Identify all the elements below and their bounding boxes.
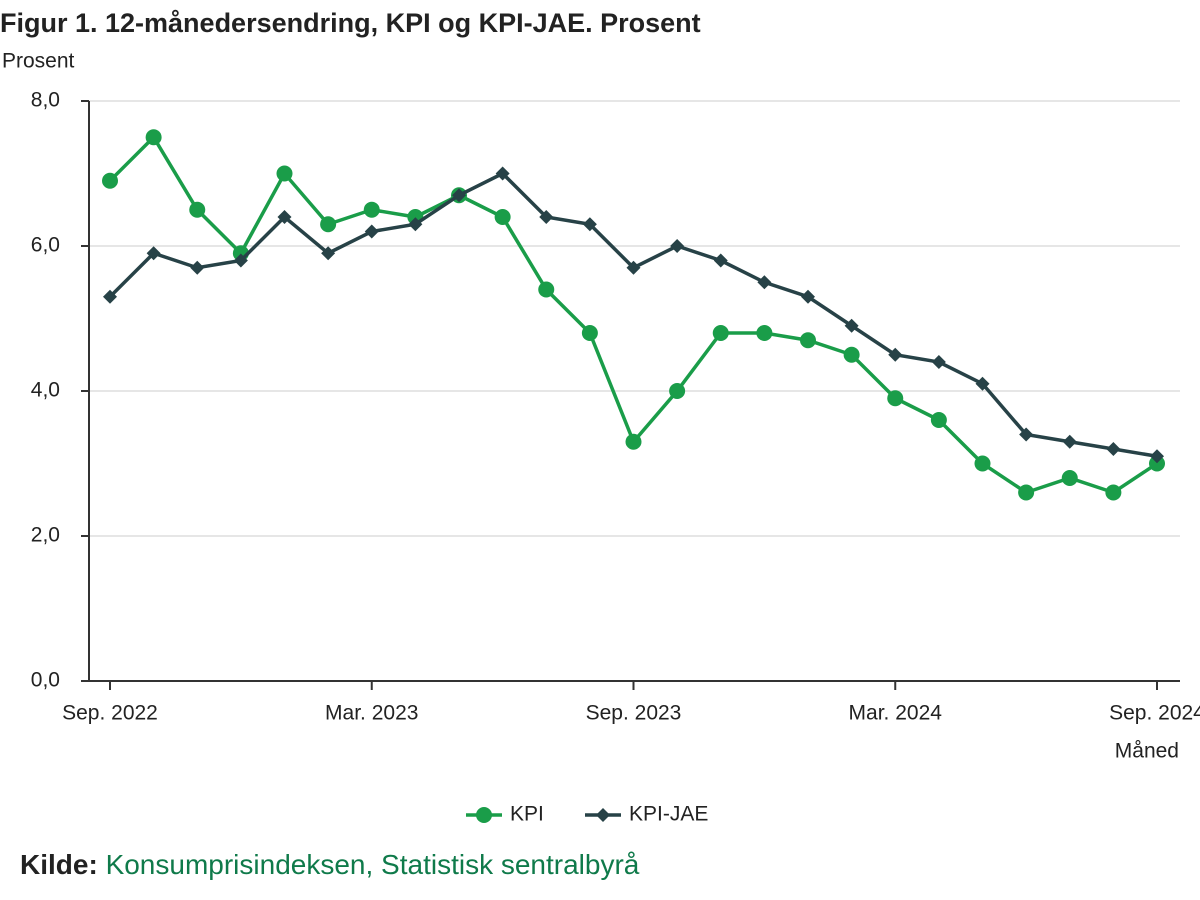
point [1149, 455, 1165, 472]
x-axis-label: Måned [1115, 740, 1179, 763]
point [582, 217, 597, 232]
point [887, 390, 904, 407]
y-tick-label: 6,0 [31, 234, 60, 257]
y-axis-label: Prosent [2, 50, 75, 73]
y-tick-label: 0,0 [31, 669, 60, 692]
point [277, 210, 292, 224]
x-tick-label: Mar. 2024 [849, 702, 943, 725]
point [408, 217, 423, 232]
point [1062, 434, 1077, 449]
point [495, 166, 510, 181]
point [669, 383, 686, 399]
source-label: Kilde: [20, 849, 98, 880]
point [974, 455, 991, 472]
point [190, 260, 205, 275]
point [844, 318, 859, 333]
point [888, 347, 903, 362]
point [189, 201, 206, 218]
point [145, 129, 162, 146]
point [320, 216, 337, 233]
point [1106, 442, 1121, 456]
point [363, 201, 380, 218]
point [1061, 470, 1078, 486]
point [146, 246, 161, 261]
point [321, 246, 336, 261]
point [931, 355, 946, 369]
point [596, 808, 610, 822]
point [102, 172, 118, 189]
point [233, 253, 248, 268]
point [538, 281, 555, 298]
point [713, 253, 728, 268]
chart-title: Figur 1. 12-månedersendring, KPI og KPI-… [0, 8, 701, 38]
point [801, 289, 815, 304]
point [364, 224, 379, 239]
point [581, 325, 598, 341]
y-tick-label: 4,0 [31, 379, 60, 402]
point [276, 165, 293, 182]
series [103, 166, 1164, 464]
source: Kilde: Konsumprisindeksen, Statistisk se… [20, 849, 640, 880]
point [476, 807, 492, 823]
point [670, 239, 685, 253]
source-text: Konsumprisindeksen, Statistisk sentralby… [106, 849, 640, 880]
point [1150, 449, 1164, 464]
point [712, 325, 729, 341]
point [930, 412, 947, 428]
point [626, 260, 641, 275]
point [800, 332, 816, 349]
x-tick-label: Sep. 2023 [586, 702, 682, 725]
x-tick-label: Sep. 2024 [1109, 702, 1200, 725]
point [843, 346, 860, 363]
point [975, 376, 990, 391]
point [452, 188, 466, 203]
point [625, 433, 642, 450]
point [756, 325, 773, 341]
legend-label: KPI-JAE [629, 803, 708, 826]
series [102, 129, 1165, 501]
point [1018, 484, 1035, 501]
point [1105, 484, 1122, 501]
line [108, 171, 1158, 458]
point [539, 210, 554, 224]
y-tick-label: 2,0 [31, 524, 60, 547]
point [757, 275, 772, 290]
point [494, 209, 511, 225]
point [103, 289, 117, 304]
point [1019, 427, 1034, 442]
x-tick-label: Sep. 2022 [62, 702, 158, 725]
legend-label: KPI [510, 803, 544, 826]
y-tick-label: 8,0 [31, 89, 60, 112]
x-tick-label: Mar. 2023 [325, 702, 418, 725]
